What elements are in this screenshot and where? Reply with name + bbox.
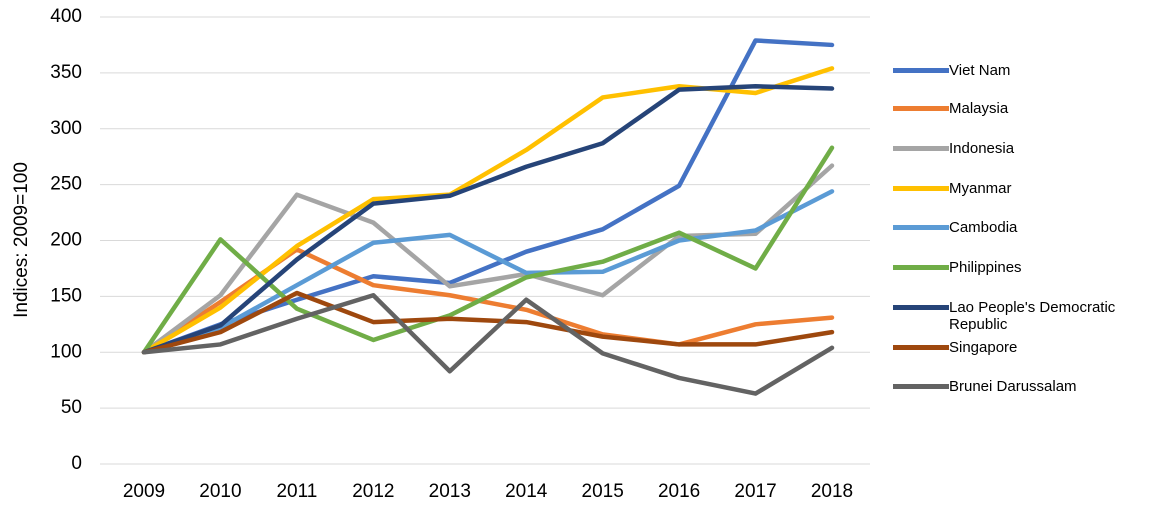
legend-item: Philippines (893, 259, 1154, 276)
y-axis-title: Indices: 2009=100 (11, 162, 32, 318)
y-tick-label: 150 (50, 285, 82, 306)
legend-swatch (893, 305, 949, 310)
legend-item: Lao People's Democratic Republic (893, 299, 1154, 333)
legend-swatch (893, 345, 949, 350)
y-tick-label: 200 (50, 230, 82, 251)
legend-swatch (893, 225, 949, 230)
legend-swatch (893, 68, 949, 73)
legend-item: Cambodia (893, 219, 1154, 236)
y-tick-label: 0 (71, 453, 82, 474)
legend: Viet Nam Malaysia Indonesia Myanmar Cambodia… (893, 0, 1163, 506)
y-tick-label: 350 (50, 62, 82, 83)
legend-swatch (893, 384, 949, 389)
x-tick-label: 2009 (123, 481, 165, 502)
legend-label: Myanmar (949, 180, 1012, 197)
legend-item: Brunei Darussalam (893, 378, 1154, 395)
legend-item: Malaysia (893, 100, 1154, 117)
x-tick-label: 2016 (658, 481, 700, 502)
series-line (141, 189, 835, 355)
legend-label: Singapore (949, 339, 1018, 356)
series-line (141, 84, 835, 355)
series-line (141, 293, 835, 396)
y-tick-label: 50 (61, 397, 82, 418)
x-tick-label: 2011 (276, 481, 317, 502)
x-tick-label: 2010 (199, 481, 241, 502)
legend-swatch (893, 265, 949, 270)
x-tick-label: 2018 (811, 481, 853, 502)
x-tick-label: 2015 (582, 481, 624, 502)
legend-label: Indonesia (949, 140, 1015, 157)
series-line (141, 145, 835, 355)
y-tick-label: 300 (50, 118, 82, 139)
legend-item: Viet Nam (893, 62, 1154, 79)
legend-label: Brunei Darussalam (949, 378, 1077, 395)
legend-swatch (893, 146, 949, 151)
y-tick-label: 400 (50, 6, 82, 27)
x-tick-label: 2014 (505, 481, 548, 502)
legend-label: Viet Nam (949, 62, 1011, 79)
legend-swatch (893, 106, 949, 111)
y-tick-label: 100 (50, 341, 82, 362)
x-tick-label: 2013 (429, 481, 471, 502)
legend-label: Cambodia (949, 219, 1018, 236)
legend-label: Malaysia (949, 100, 1009, 117)
x-tick-label: 2017 (734, 481, 776, 502)
legend-swatch (893, 186, 949, 191)
legend-label: Lao People's Democratic Republic (949, 299, 1116, 333)
series-line (141, 163, 835, 355)
series-line (141, 290, 835, 355)
legend-item: Myanmar (893, 180, 1154, 197)
legend-item: Singapore (893, 339, 1154, 356)
legend-label: Philippines (949, 259, 1022, 276)
series-line (141, 66, 835, 355)
y-tick-label: 250 (50, 174, 82, 195)
legend-item: Indonesia (893, 140, 1154, 157)
x-tick-label: 2012 (352, 481, 394, 502)
